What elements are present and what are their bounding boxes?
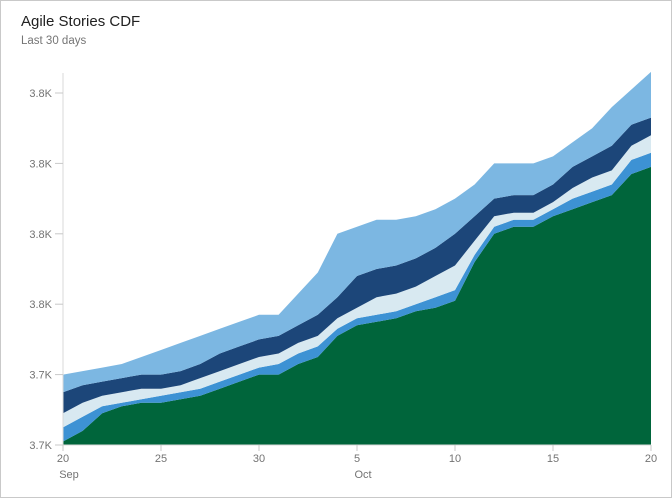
area-band-2-medium-blue [63,152,651,442]
x-tick-label: 20 [645,453,657,465]
area-band-3-pale-blue [63,135,651,428]
y-tick-label: 3.8K [29,158,52,170]
y-tick-label: 3.7K [29,440,52,452]
x-tick-label: 30 [253,453,265,465]
x-tick-label: 25 [155,453,167,465]
x-tick-label: 10 [449,453,461,465]
y-tick-label: 3.8K [29,88,52,100]
area-band-4-dark-navy-blue [63,117,651,414]
x-tick-label: 5 [354,453,360,465]
y-tick-label: 3.8K [29,299,52,311]
y-axis: 3.7K 3.7K 3.8K 3.8K 3.8K 3.8K [29,73,64,452]
y-tick-label: 3.7K [29,370,52,382]
x-month-label: Sep [59,469,79,481]
widget-title: Agile Stories CDF [21,13,141,30]
area-band-1-dark-green-bottom [63,166,651,445]
area-band-5-light-blue-top [63,71,651,393]
widget-subtitle: Last 30 days [21,35,87,47]
x-tick-label: 15 [547,453,559,465]
chart-bands [63,71,651,445]
x-month-label: Oct [354,469,371,481]
y-tick-label: 3.8K [29,229,52,241]
x-tick-label: 20 [57,453,69,465]
widget-header: Agile Stories CDF Last 30 days [21,12,140,49]
x-axis: 20 Sep 25 30 5 Oct 10 15 20 [57,444,657,481]
